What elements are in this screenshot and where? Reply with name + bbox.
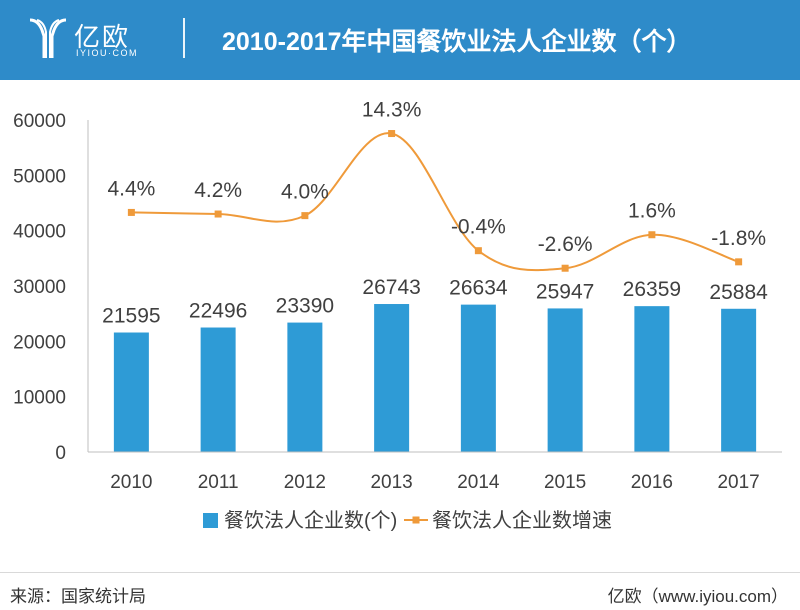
bar-value-label: 25884 (709, 281, 768, 304)
bar-value-label: 26359 (623, 278, 681, 301)
bar-value-label: 26634 (449, 277, 508, 300)
bar-value-label: 23390 (276, 295, 334, 318)
growth-point-2010 (127, 208, 135, 216)
x-tick-label: 2014 (457, 472, 500, 493)
growth-point-2012 (301, 212, 309, 220)
y-tick-label: 60000 (13, 111, 66, 132)
growth-value-label: -2.6% (538, 233, 593, 256)
growth-value-label: 4.4% (107, 177, 155, 200)
x-tick-label: 2011 (198, 472, 239, 493)
legend-line-label: 餐饮法人企业数增速 (432, 509, 612, 532)
x-axis: 2010 2011 2012 2013 2014 2015 2016 2017 (88, 451, 782, 493)
growth-point-2016 (648, 231, 656, 239)
chart-title: 2010-2017年中国餐饮业法人企业数（个） (222, 28, 692, 56)
bar-series: 21595 22496 23390 26743 26634 25947 26359 25884 (102, 276, 768, 452)
x-tick-label: 2013 (370, 472, 412, 493)
bar-2011 (200, 327, 236, 452)
logo-text: 亿欧 (74, 22, 131, 52)
growth-line-series: 4.4% 4.2% 4.0% 14.3% -0.4% -2.6% 1.6% -1.8% (107, 99, 766, 272)
bar-value-label: 22496 (189, 300, 247, 323)
bar-value-label: 26743 (362, 276, 420, 299)
bar-2016 (634, 306, 670, 452)
x-tick-label: 2012 (284, 472, 326, 493)
x-tick-label: 2017 (717, 472, 759, 493)
source-note: 来源：国家统计局 (10, 587, 146, 606)
growth-value-label: 14.3% (362, 99, 422, 122)
bar-2013 (374, 304, 410, 452)
chart-legend: 餐饮法人企业数(个) 餐饮法人企业数增速 (203, 509, 612, 532)
bar-2014 (460, 304, 496, 452)
growth-value-label: -0.4% (451, 216, 506, 239)
x-tick-label: 2016 (631, 472, 673, 493)
growth-point-2014 (474, 247, 482, 255)
iyiou-logo-icon (29, 18, 67, 58)
iyiou-logo[interactable]: 亿欧 IYIOU·COM (28, 14, 168, 66)
bar-value-label: 21595 (102, 305, 160, 328)
legend-bar-label: 餐饮法人企业数(个) (224, 509, 397, 532)
y-tick-label: 50000 (13, 166, 66, 187)
bar-2015 (547, 308, 583, 452)
footer-divider (0, 572, 800, 573)
bar-2010 (113, 332, 149, 452)
y-tick-label: 40000 (13, 222, 66, 243)
x-tick-label: 2015 (544, 472, 586, 493)
growth-line-path (131, 132, 739, 272)
y-axis: 0 10000 20000 30000 40000 50000 60000 (13, 111, 89, 464)
chart-area: 0 10000 20000 30000 40000 50000 60000 21595 224… (13, 99, 782, 532)
x-tick-label: 2010 (110, 472, 152, 493)
growth-value-label: 4.0% (281, 181, 329, 204)
growth-point-2017 (735, 258, 743, 266)
legend-bar-swatch (203, 513, 218, 528)
growth-point-2013 (388, 130, 396, 138)
logo-subtext: IYIOU·COM (76, 48, 138, 58)
y-tick-label: 10000 (13, 388, 66, 409)
growth-value-label: 4.2% (194, 179, 242, 202)
y-tick-label: 30000 (13, 277, 66, 298)
header-banner: 亿欧 IYIOU·COM 2010-2017年中国餐饮业法人企业数（个） (0, 0, 800, 80)
growth-point-2011 (214, 210, 222, 218)
legend-line-marker (412, 516, 420, 524)
bar-value-label: 25947 (536, 280, 594, 303)
growth-point-2015 (561, 264, 569, 272)
growth-value-label: -1.8% (711, 227, 766, 250)
brand-note: 亿欧（www.iyiou.com） (607, 587, 788, 606)
bar-2017 (721, 308, 757, 452)
header-divider (183, 18, 185, 58)
growth-value-label: 1.6% (628, 200, 676, 223)
y-tick-label: 0 (55, 443, 66, 464)
y-tick-label: 20000 (13, 332, 66, 353)
bar-2012 (287, 322, 323, 452)
